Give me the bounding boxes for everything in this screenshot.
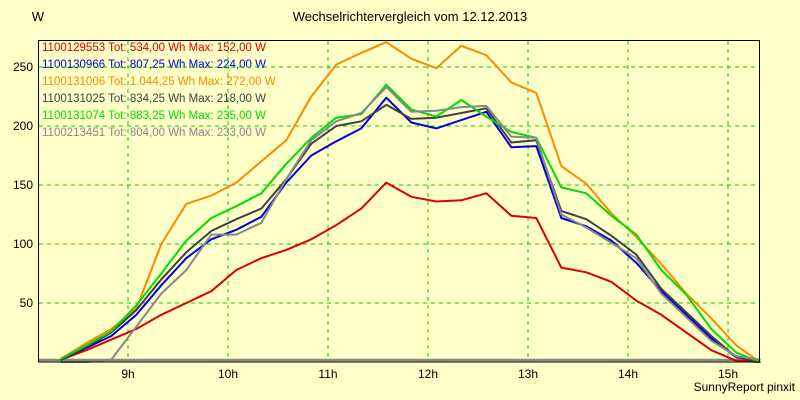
x-tick-label-15h: 15h xyxy=(718,367,738,381)
y-tick-label-150: 150 xyxy=(13,178,33,192)
x-tick-label-11h: 11h xyxy=(318,367,337,381)
chart-title: Wechselrichtervergleich vom 12.12.2013 xyxy=(293,9,528,24)
plot-border xyxy=(38,40,760,363)
y-tick-label-250: 250 xyxy=(13,60,33,74)
legend-entry-1100130966: 1100130966 Tot: 807,25 Wh Max: 224,00 W xyxy=(42,59,266,71)
y-tick-label-50: 50 xyxy=(20,296,34,310)
y-axis-unit-label: W xyxy=(32,9,45,24)
series-line-1100129553 xyxy=(60,181,761,363)
x-tick-label-14h: 14h xyxy=(618,367,638,381)
y-tick-label-200: 200 xyxy=(13,119,33,133)
legend-entry-1100131074: 1100131074 Tot: 883,25 Wh Max: 235,00 W xyxy=(42,110,266,122)
x-tick-label-10h: 10h xyxy=(218,367,238,381)
watermark: SunnyReport pinxit xyxy=(694,380,796,394)
series-line-1100131074 xyxy=(60,83,761,363)
legend-entry-1100131006: 1100131006 Tot: 1.044,25 Wh Max: 272,00 … xyxy=(42,76,276,88)
legend-entry-1100213451: 1100213451 Tot: 804,00 Wh Max: 233,00 W xyxy=(42,127,266,139)
x-tick-label-12h: 12h xyxy=(418,367,438,381)
axis-tick-labels: 50 100 150 200 250 9h 10h 11h 12h 13h 14h 15h xyxy=(13,60,738,381)
series-line-1100131025 xyxy=(60,103,761,363)
series-line-1100130966 xyxy=(60,96,761,363)
y-tick-label-100: 100 xyxy=(13,237,33,251)
legend: 1100129553 Tot: 534,00 Wh Max: 152,00 W 1… xyxy=(42,42,276,139)
series-lines xyxy=(60,41,761,363)
x-tick-label-13h: 13h xyxy=(518,367,538,381)
x-tick-label-9h: 9h xyxy=(121,367,134,381)
series-line-1100213451 xyxy=(60,86,761,363)
legend-entry-1100129553: 1100129553 Tot: 534,00 Wh Max: 152,00 W xyxy=(42,42,266,54)
legend-entry-1100131025: 1100131025 Tot: 834,25 Wh Max: 218,00 W xyxy=(42,93,266,105)
